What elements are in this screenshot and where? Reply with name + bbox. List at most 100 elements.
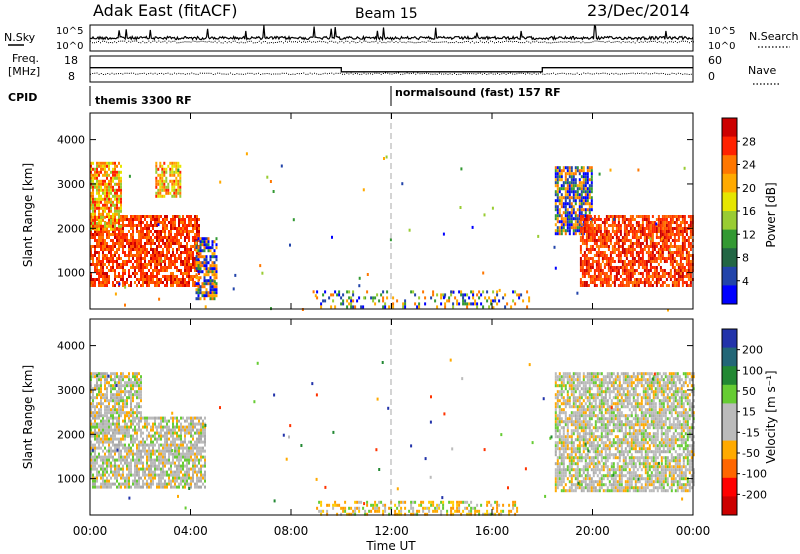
velocity-colorbar-swatch bbox=[722, 366, 737, 386]
noise-left-tick-top: 10^5 bbox=[56, 26, 83, 37]
power-colorbar-swatch bbox=[722, 266, 737, 286]
velocity-colorbar-tick-label: -100 bbox=[742, 468, 767, 481]
beam-title: Beam 15 bbox=[355, 6, 418, 22]
power-region-4 bbox=[316, 290, 531, 309]
velocity-colorbar-label: Velocity [m s⁻¹] bbox=[764, 370, 778, 463]
power-colorbar-swatch bbox=[722, 248, 737, 268]
power-colorbar-swatch bbox=[722, 118, 737, 138]
power-colorbar-tick-label: 12 bbox=[742, 228, 756, 241]
power-region-2 bbox=[155, 161, 182, 198]
velocity-colorbar-tick-label: 15 bbox=[742, 406, 756, 419]
power-colorbar-swatch bbox=[722, 285, 737, 305]
freq-tick-top: 18 bbox=[64, 54, 78, 67]
nave-dots bbox=[90, 72, 692, 75]
velocity-colorbar-swatch bbox=[722, 459, 737, 479]
xtick-label: 04:00 bbox=[173, 524, 208, 538]
power-colorbar: 28 24 20 16 12 8 4 bbox=[721, 117, 756, 305]
velocity-ytick-label: 2000 bbox=[57, 428, 85, 441]
time-axis-label: Time UT bbox=[365, 539, 416, 553]
power-colorbar-swatch bbox=[722, 211, 737, 231]
velocity-ytick-label: 1000 bbox=[57, 473, 85, 486]
velocity-scatter bbox=[91, 358, 686, 510]
noise-left-tick-bottom: 10^0 bbox=[56, 41, 83, 52]
velocity-colorbar-tick-label: -200 bbox=[742, 488, 767, 501]
power-colorbar-swatch bbox=[722, 136, 737, 156]
power-region-3 bbox=[195, 237, 218, 301]
velocity-region-1 bbox=[90, 372, 142, 418]
velocity-ytick-label: 4000 bbox=[57, 340, 85, 353]
freq-panel-frame bbox=[89, 55, 694, 83]
velocity-region-3 bbox=[554, 372, 695, 493]
station-title: Adak East (fitACF) bbox=[93, 1, 237, 20]
power-colorbar-tick-label: 4 bbox=[742, 275, 749, 288]
noise-trace bbox=[89, 24, 694, 44]
xtick-label: 16:00 bbox=[475, 524, 510, 538]
noise-search-dots bbox=[90, 40, 694, 44]
velocity-colorbar-swatch bbox=[722, 496, 737, 516]
velocity-colorbar-tick-label: 200 bbox=[742, 344, 763, 357]
power-colorbar-label: Power [dB] bbox=[764, 182, 778, 247]
power-region-6 bbox=[579, 215, 694, 287]
power-region-0 bbox=[90, 215, 200, 287]
cpid-segment-2: normalsound (fast) 157 RF bbox=[395, 86, 561, 99]
power-yticks: 1000 2000 3000 4000 bbox=[57, 134, 693, 280]
nsearch-label: N.Search bbox=[749, 30, 799, 43]
power-colorbar-tick-label: 28 bbox=[742, 135, 756, 148]
velocity-yticks: 1000 2000 3000 4000 bbox=[57, 340, 693, 486]
noise-right-tick-bottom: 10^0 bbox=[708, 41, 735, 52]
xtick-label: 00:00 bbox=[73, 524, 108, 538]
velocity-colorbar-tick-label: -15 bbox=[742, 426, 760, 439]
cpid-label: CPID bbox=[8, 91, 37, 104]
xtick-label: 12:00 bbox=[374, 524, 409, 538]
power-colorbar-swatch bbox=[722, 155, 737, 175]
nave-label: Nave bbox=[748, 64, 776, 77]
velocity-colorbar: 200 100 50 15 -15 -50 -100 -200 bbox=[721, 328, 767, 516]
velocity-colorbar-swatch bbox=[722, 403, 737, 423]
power-ytick-label: 1000 bbox=[57, 267, 85, 280]
velocity-colorbar-swatch bbox=[722, 384, 737, 404]
noise-sky-line bbox=[89, 24, 694, 42]
xtick-label: 20:00 bbox=[575, 524, 610, 538]
freq-unit-label: [MHz] bbox=[8, 65, 40, 78]
power-colorbar-tick-label: 16 bbox=[742, 205, 756, 218]
velocity-colorbar-swatch bbox=[722, 440, 737, 460]
power-colorbar-tick-label: 20 bbox=[742, 182, 756, 195]
power-colorbar-swatch bbox=[722, 229, 737, 249]
power-region-1 bbox=[90, 161, 122, 231]
power-ytick-label: 2000 bbox=[57, 222, 85, 235]
velocity-colorbar-frame bbox=[721, 328, 738, 516]
power-colorbar-swatch bbox=[722, 192, 737, 212]
date-title: 23/Dec/2014 bbox=[587, 1, 690, 20]
velocity-colorbar-swatch bbox=[722, 422, 737, 442]
power-colorbar-tick-label: 8 bbox=[742, 252, 749, 265]
velocity-colorbar-tick-label: 50 bbox=[742, 385, 756, 398]
power-colorbar-tick-label: 24 bbox=[742, 159, 756, 172]
velocity-region-2 bbox=[316, 500, 519, 516]
power-scatter bbox=[114, 152, 686, 312]
velocity-ylabel: Slant Range [km] bbox=[21, 365, 35, 469]
power-ytick-label: 4000 bbox=[57, 134, 85, 147]
power-ytick-label: 3000 bbox=[57, 178, 85, 191]
noise-right-tick-top: 10^5 bbox=[708, 26, 735, 37]
power-colorbar-swatch bbox=[722, 173, 737, 193]
velocity-region-0 bbox=[90, 416, 206, 489]
freq-trace bbox=[90, 67, 693, 75]
velocity-ytick-label: 3000 bbox=[57, 384, 85, 397]
freq-step-line bbox=[90, 67, 693, 73]
velocity-data-layer bbox=[90, 358, 695, 516]
time-axis: 00:00 04:00 08:00 12:00 16:00 20:00 00:00 bbox=[73, 113, 711, 538]
cpid-segment-1: themis 3300 RF bbox=[95, 94, 192, 107]
nsky-label: N.Sky bbox=[4, 31, 36, 44]
freq-label: Freq. bbox=[12, 52, 39, 65]
power-ylabel: Slant Range [km] bbox=[21, 163, 35, 267]
freq-tick-bottom: 8 bbox=[68, 70, 75, 83]
velocity-colorbar-tick-label: 100 bbox=[742, 364, 763, 377]
xtick-label: 08:00 bbox=[274, 524, 309, 538]
velocity-colorbar-swatch bbox=[722, 477, 737, 497]
velocity-colorbar-swatch bbox=[722, 347, 737, 367]
xtick-label: 00:00 bbox=[676, 524, 711, 538]
velocity-colorbar-swatch bbox=[722, 329, 737, 349]
nave-tick-bottom: 0 bbox=[708, 70, 715, 83]
velocity-colorbar-tick-label: -50 bbox=[742, 447, 760, 460]
